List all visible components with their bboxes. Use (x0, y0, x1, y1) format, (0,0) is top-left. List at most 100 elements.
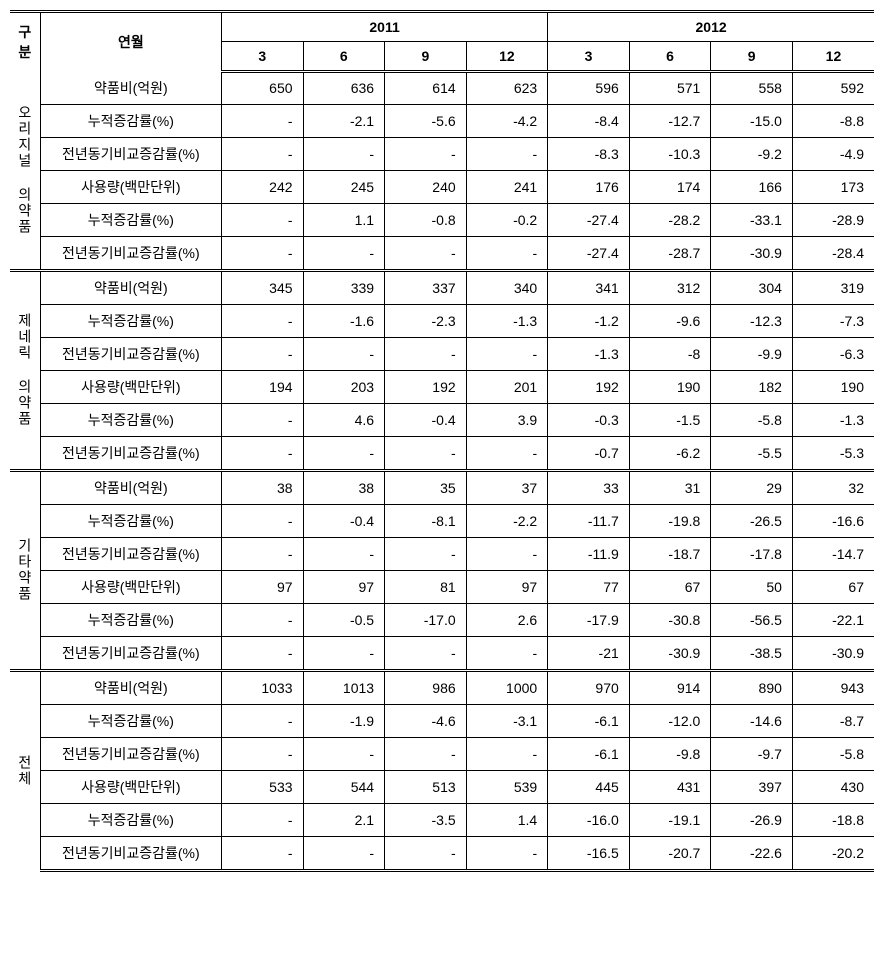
data-cell: 29 (711, 470, 793, 504)
data-cell: -30.9 (792, 636, 874, 670)
table-row: 전년동기비교증감률(%)-----0.7-6.2-5.5-5.3 (10, 436, 874, 470)
header-month: 12 (792, 42, 874, 72)
data-cell: 97 (466, 570, 548, 603)
data-cell: 33 (548, 470, 630, 504)
metric-label: 전년동기비교증감률(%) (40, 737, 221, 770)
metric-label: 약품비(억원) (40, 470, 221, 504)
data-cell: - (221, 137, 303, 170)
data-cell: 31 (629, 470, 711, 504)
data-cell: -14.7 (792, 537, 874, 570)
data-cell: -16.5 (548, 836, 630, 870)
data-cell: -10.3 (629, 137, 711, 170)
data-cell: -4.2 (466, 104, 548, 137)
data-cell: 1013 (303, 670, 385, 704)
data-cell: 245 (303, 170, 385, 203)
metric-label: 누적증감률(%) (40, 403, 221, 436)
data-cell: -19.8 (629, 504, 711, 537)
data-cell: - (221, 836, 303, 870)
data-cell: - (303, 436, 385, 470)
data-cell: 558 (711, 72, 793, 105)
data-cell: 4.6 (303, 403, 385, 436)
data-cell: -5.3 (792, 436, 874, 470)
data-cell: - (385, 236, 467, 270)
data-table: 구분 연월 2011 2012 3 6 9 12 3 6 9 12 오리지널 의… (10, 10, 874, 872)
data-cell: -3.5 (385, 803, 467, 836)
header-month: 12 (466, 42, 548, 72)
table-row: 누적증감률(%)--2.1-5.6-4.2-8.4-12.7-15.0-8.8 (10, 104, 874, 137)
data-cell: 2.1 (303, 803, 385, 836)
data-cell: -27.4 (548, 203, 630, 236)
data-cell: 533 (221, 770, 303, 803)
table-row: 누적증감률(%)-4.6-0.43.9-0.3-1.5-5.8-1.3 (10, 403, 874, 436)
data-cell: -28.2 (629, 203, 711, 236)
data-cell: - (221, 403, 303, 436)
data-cell: 203 (303, 370, 385, 403)
metric-label: 약품비(억원) (40, 670, 221, 704)
header-month: 9 (711, 42, 793, 72)
data-cell: -28.4 (792, 236, 874, 270)
data-cell: -30.8 (629, 603, 711, 636)
header-month: 3 (548, 42, 630, 72)
metric-label: 전년동기비교증감률(%) (40, 436, 221, 470)
data-cell: 304 (711, 270, 793, 304)
data-cell: 176 (548, 170, 630, 203)
data-cell: - (221, 337, 303, 370)
data-cell: - (221, 603, 303, 636)
header-month: 6 (303, 42, 385, 72)
metric-label: 사용량(백만단위) (40, 170, 221, 203)
table-row: 누적증감률(%)--0.5-17.02.6-17.9-30.8-56.5-22.… (10, 603, 874, 636)
data-cell: 166 (711, 170, 793, 203)
data-cell: -0.8 (385, 203, 467, 236)
data-cell: -1.3 (792, 403, 874, 436)
data-cell: -0.5 (303, 603, 385, 636)
data-cell: - (385, 137, 467, 170)
data-cell: 431 (629, 770, 711, 803)
data-cell: 38 (303, 470, 385, 504)
data-cell: 37 (466, 470, 548, 504)
data-cell: -1.3 (548, 337, 630, 370)
data-cell: -28.7 (629, 236, 711, 270)
group-label: 제네릭 의약품 (10, 270, 40, 470)
data-cell: 397 (711, 770, 793, 803)
data-cell: 182 (711, 370, 793, 403)
data-cell: -26.5 (711, 504, 793, 537)
metric-label: 사용량(백만단위) (40, 770, 221, 803)
data-cell: -8.3 (548, 137, 630, 170)
data-cell: -56.5 (711, 603, 793, 636)
data-cell: 513 (385, 770, 467, 803)
data-cell: -30.9 (629, 636, 711, 670)
data-cell: - (466, 337, 548, 370)
data-cell: 97 (303, 570, 385, 603)
table-row: 사용량(백만단위)9797819777675067 (10, 570, 874, 603)
metric-label: 누적증감률(%) (40, 803, 221, 836)
data-cell: 173 (792, 170, 874, 203)
data-cell: - (221, 737, 303, 770)
data-cell: 345 (221, 270, 303, 304)
data-cell: -1.2 (548, 304, 630, 337)
table-row: 전년동기비교증감률(%)-----11.9-18.7-17.8-14.7 (10, 537, 874, 570)
header-month: 6 (629, 42, 711, 72)
data-cell: - (466, 436, 548, 470)
data-cell: 35 (385, 470, 467, 504)
data-cell: - (221, 803, 303, 836)
data-cell: -8.1 (385, 504, 467, 537)
data-cell: -1.5 (629, 403, 711, 436)
data-cell: 312 (629, 270, 711, 304)
table-row: 누적증감률(%)--0.4-8.1-2.2-11.7-19.8-26.5-16.… (10, 504, 874, 537)
metric-label: 전년동기비교증감률(%) (40, 537, 221, 570)
table-row: 전년동기비교증감률(%)-----21-30.9-38.5-30.9 (10, 636, 874, 670)
data-cell: -8.8 (792, 104, 874, 137)
data-cell: 596 (548, 72, 630, 105)
data-cell: -22.1 (792, 603, 874, 636)
data-cell: 914 (629, 670, 711, 704)
table-row: 전체약품비(억원)103310139861000970914890943 (10, 670, 874, 704)
data-cell: - (303, 236, 385, 270)
data-cell: -20.2 (792, 836, 874, 870)
data-cell: 67 (629, 570, 711, 603)
metric-label: 누적증감률(%) (40, 203, 221, 236)
table-row: 기타약품약품비(억원)3838353733312932 (10, 470, 874, 504)
metric-label: 누적증감률(%) (40, 704, 221, 737)
data-cell: -8.4 (548, 104, 630, 137)
data-cell: 339 (303, 270, 385, 304)
data-cell: - (385, 537, 467, 570)
